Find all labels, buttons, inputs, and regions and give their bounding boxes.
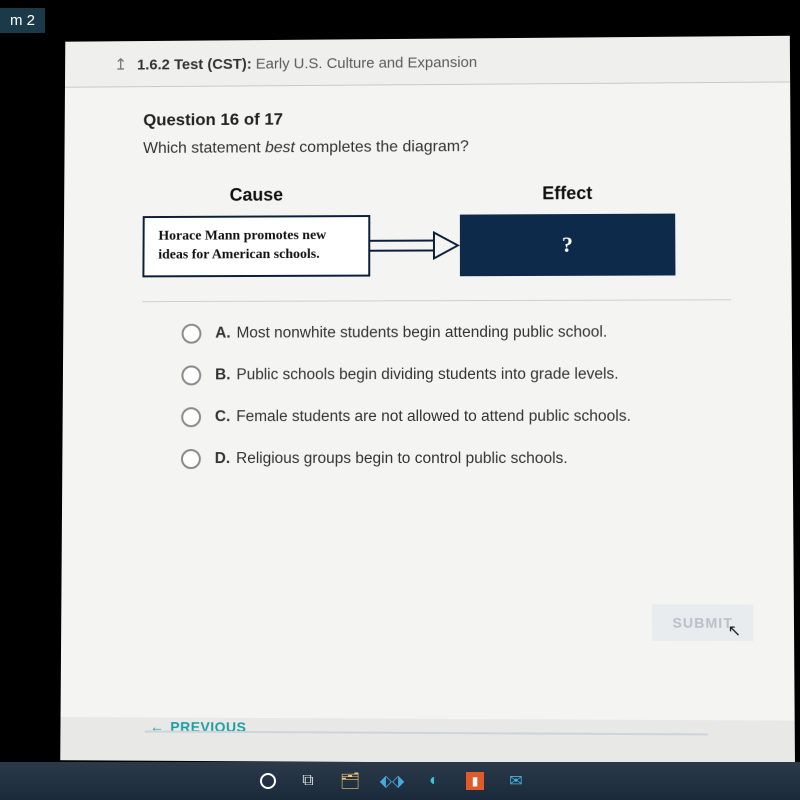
edge-icon[interactable]: ◐: [424, 771, 444, 791]
option-c[interactable]: C.Female students are not allowed to att…: [181, 407, 732, 427]
radio-icon[interactable]: [182, 324, 202, 344]
answer-options: A.Most nonwhite students begin attending…: [141, 322, 732, 469]
cause-box: Horace Mann promotes new ideas for Ameri…: [142, 215, 370, 277]
divider: [142, 299, 731, 302]
file-explorer-icon[interactable]: 🗂: [340, 771, 360, 791]
screen: m 2 ↥ 1.6.2 Test (CST): Early U.S. Cultu…: [0, 0, 800, 800]
back-up-icon[interactable]: ↥: [114, 55, 127, 75]
radio-icon[interactable]: [181, 407, 201, 427]
question-header: Question 16 of 17: [143, 107, 730, 131]
section-title: Early U.S. Culture and Expansion: [256, 54, 477, 72]
mail-icon[interactable]: ✉: [506, 771, 526, 791]
browser-tab[interactable]: m 2: [0, 8, 45, 33]
cause-column: Cause Horace Mann promotes new ideas for…: [142, 185, 370, 278]
question-prompt: Which statement best completes the diagr…: [143, 137, 730, 158]
option-d[interactable]: D.Religious groups begin to control publ…: [181, 449, 732, 469]
breadcrumb-text: 1.6.2 Test (CST): Early U.S. Culture and…: [137, 54, 477, 73]
effect-column: Effect ?: [460, 183, 676, 277]
section-number: 1.6.2: [137, 56, 170, 73]
cause-label: Cause: [230, 185, 284, 206]
section-label: Test (CST):: [174, 55, 252, 72]
tab-label: m 2: [10, 12, 35, 29]
task-view-icon[interactable]: ⧉: [298, 771, 318, 791]
radio-icon[interactable]: [181, 449, 201, 469]
option-b[interactable]: B.Public schools begin dividing students…: [181, 364, 731, 385]
effect-label: Effect: [542, 183, 592, 204]
cause-effect-diagram: Cause Horace Mann promotes new ideas for…: [142, 182, 730, 277]
arrow: [370, 229, 460, 263]
page-frame: ↥ 1.6.2 Test (CST): Early U.S. Culture a…: [60, 36, 795, 765]
dropbox-icon[interactable]: ⬖⬗: [382, 771, 402, 791]
question-content: Question 16 of 17 Which statement best c…: [61, 82, 795, 720]
submit-button[interactable]: SUBMIT: [652, 604, 753, 641]
breadcrumb: ↥ 1.6.2 Test (CST): Early U.S. Culture a…: [65, 36, 790, 88]
effect-box: ?: [460, 214, 676, 277]
radio-icon[interactable]: [181, 365, 201, 385]
option-a[interactable]: A.Most nonwhite students begin attending…: [182, 322, 732, 343]
cortana-icon[interactable]: [260, 773, 276, 789]
app-icon[interactable]: ▮: [466, 772, 484, 790]
taskbar: ⧉ 🗂 ⬖⬗ ◐ ▮ ✉: [0, 762, 800, 800]
arrow-icon: [370, 229, 460, 263]
